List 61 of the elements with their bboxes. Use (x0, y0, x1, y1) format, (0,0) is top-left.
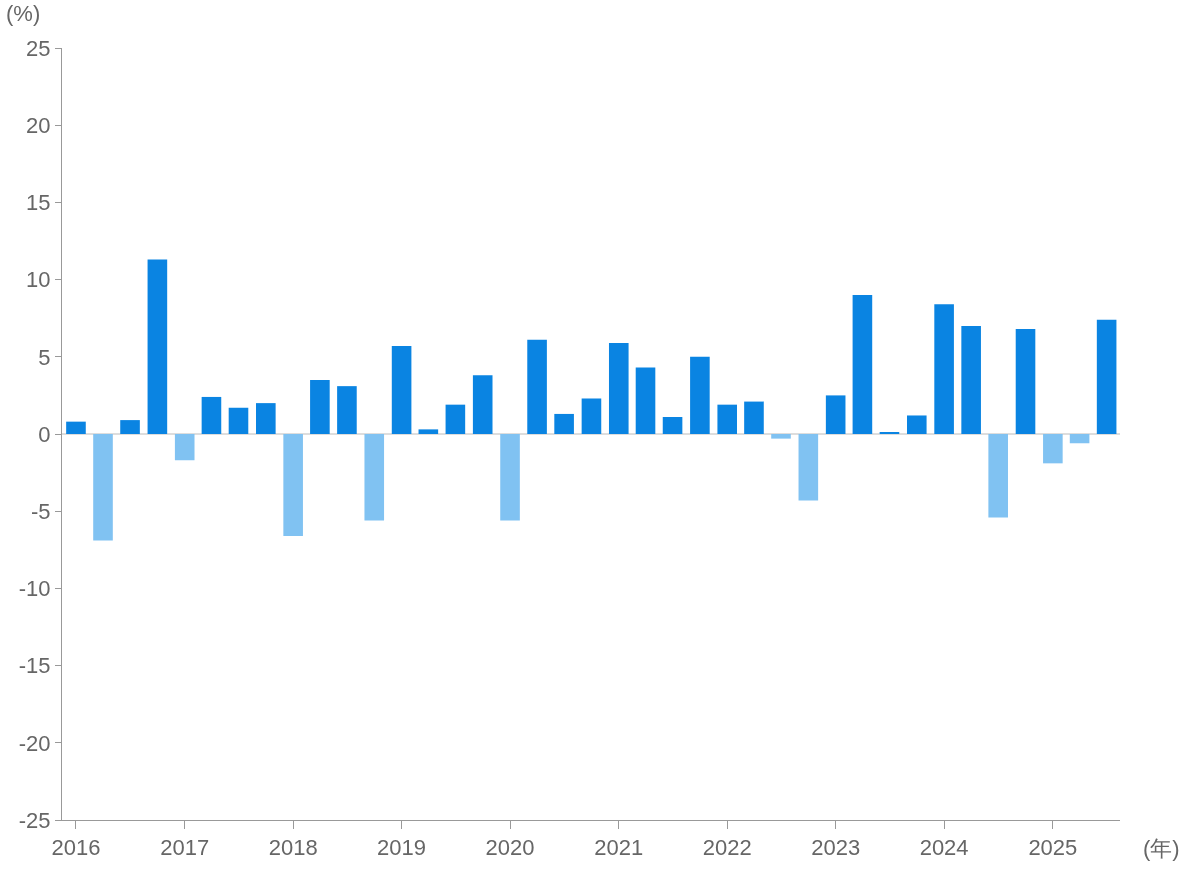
y-tick-label: -15 (18, 653, 51, 679)
bar (771, 434, 791, 439)
x-tick-label: 2017 (160, 835, 210, 861)
bar (635, 367, 656, 434)
bar (1069, 434, 1090, 444)
bar (608, 342, 629, 434)
bar (825, 395, 846, 434)
bar (934, 304, 954, 434)
bar (554, 413, 574, 434)
bar (1015, 329, 1036, 434)
y-tick-label: -5 (31, 498, 51, 524)
bar (174, 434, 195, 461)
bar (961, 325, 981, 434)
bar (798, 434, 819, 501)
x-tick-label: 2022 (702, 835, 752, 861)
x-tick-label: 2019 (377, 835, 427, 861)
bar (988, 434, 1008, 518)
bar (690, 356, 710, 434)
bar (337, 386, 357, 434)
bar (256, 403, 276, 434)
bar (744, 401, 764, 434)
bar (228, 407, 249, 434)
bar (500, 434, 520, 521)
x-tick-label: 2021 (594, 835, 644, 861)
x-tick-label: 2023 (811, 835, 861, 861)
y-tick-label: -10 (18, 576, 51, 602)
bar (445, 404, 466, 434)
x-axis-title: (年) (1143, 836, 1180, 861)
bar (581, 398, 602, 434)
y-axis-title: (%) (6, 1, 41, 26)
y-tick-label: 10 (26, 267, 51, 293)
bar (662, 417, 683, 434)
bar (906, 415, 927, 434)
bar (310, 379, 330, 434)
bar (527, 339, 547, 434)
y-tick-label: 25 (26, 35, 51, 61)
bar (364, 434, 385, 521)
bar (472, 375, 493, 434)
bar (283, 434, 303, 536)
y-tick-label: 0 (38, 421, 51, 447)
y-tick-label: 20 (26, 112, 51, 138)
x-tick-label: 2020 (485, 835, 535, 861)
y-tick-label: -20 (18, 730, 51, 756)
bar (201, 396, 222, 434)
x-tick-label: 2025 (1028, 835, 1078, 861)
bar (66, 421, 86, 434)
bar (418, 429, 439, 434)
bar (120, 420, 140, 434)
bar (147, 259, 168, 434)
x-tick-label: 2024 (919, 835, 969, 861)
bar (391, 345, 412, 434)
y-tick-label: 15 (26, 190, 51, 216)
x-tick-label: 2016 (51, 835, 101, 861)
bar (852, 295, 873, 434)
x-tick-label: 2018 (268, 835, 318, 861)
y-tick-label: -25 (18, 807, 51, 833)
bar (1043, 434, 1063, 464)
bar (717, 404, 738, 434)
bar (1096, 319, 1117, 434)
bar (93, 434, 113, 541)
y-tick-label: 5 (38, 344, 51, 370)
